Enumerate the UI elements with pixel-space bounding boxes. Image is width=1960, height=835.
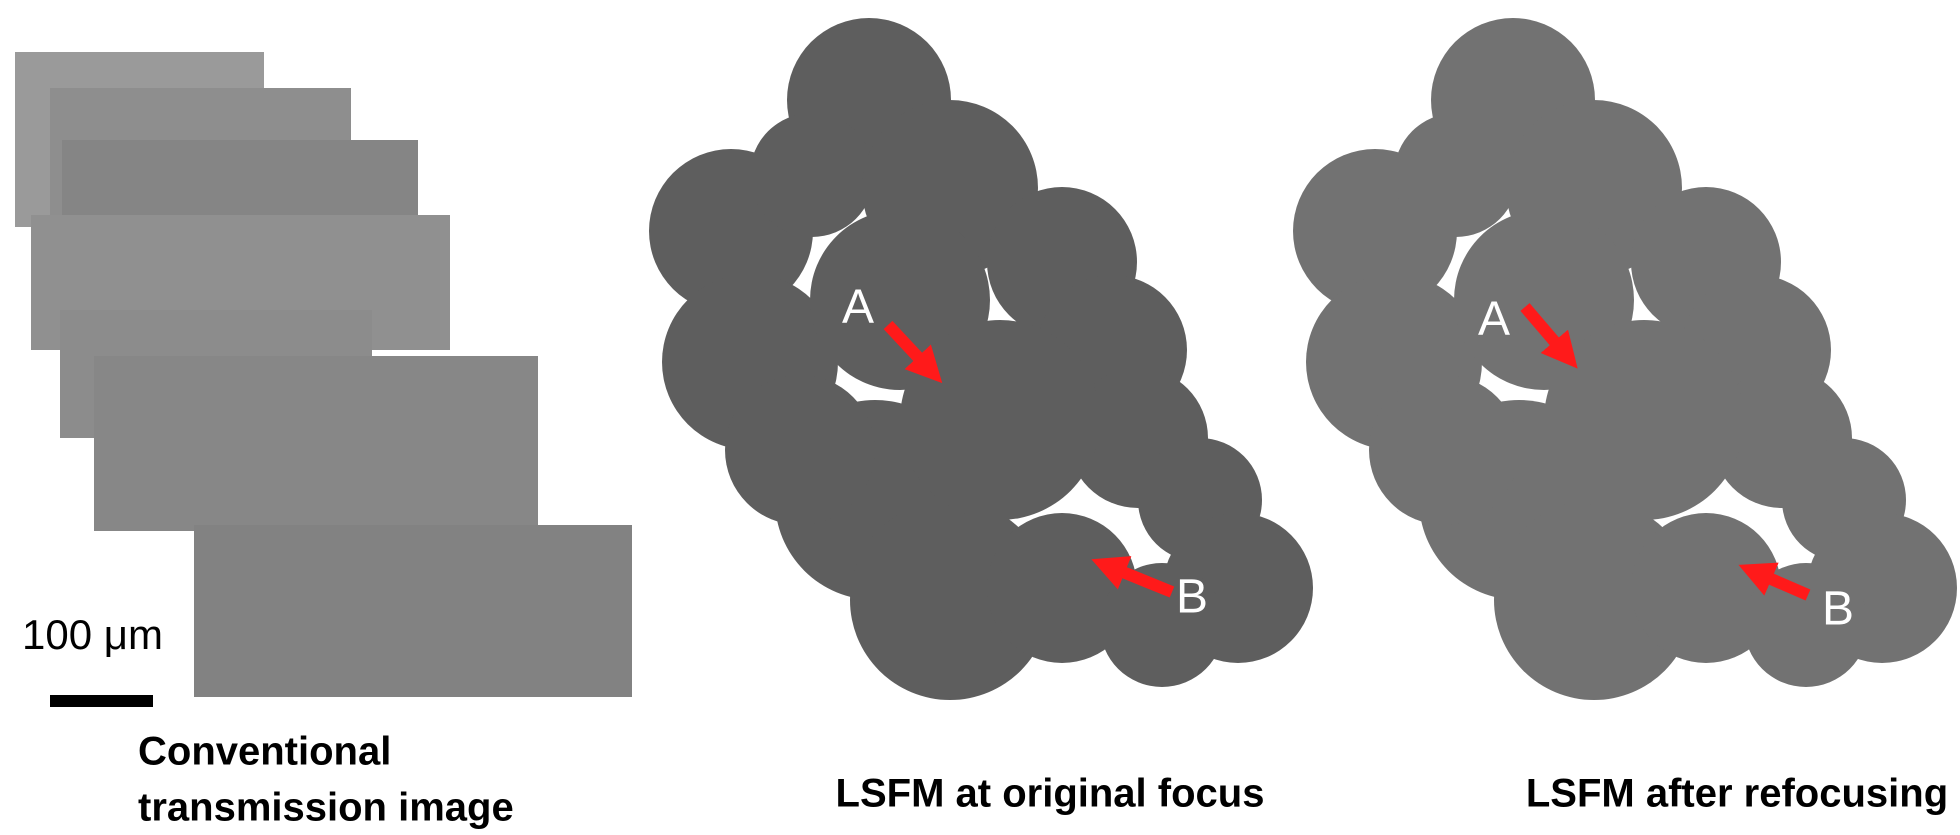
marker-label: B <box>1176 571 1208 624</box>
arrow <box>1091 556 1175 598</box>
arrow <box>1520 303 1578 369</box>
scale-bar <box>50 695 153 707</box>
transmission-tiles <box>15 52 632 697</box>
arrow <box>1738 562 1811 601</box>
panel-title: Conventional <box>138 730 391 774</box>
marker-label: A <box>1478 293 1510 346</box>
scale-bar-label: 100 μm <box>22 611 163 658</box>
panel-title: transmission image <box>138 786 514 830</box>
marker-label: A <box>842 281 874 334</box>
lsfm-image <box>649 18 1313 700</box>
marker-label: B <box>1822 583 1854 636</box>
panel-title: LSFM at original focus <box>836 772 1265 816</box>
panel-title: LSFM after refocusing <box>1526 772 1948 816</box>
lsfm-image <box>1293 18 1957 700</box>
arrow <box>883 320 943 384</box>
